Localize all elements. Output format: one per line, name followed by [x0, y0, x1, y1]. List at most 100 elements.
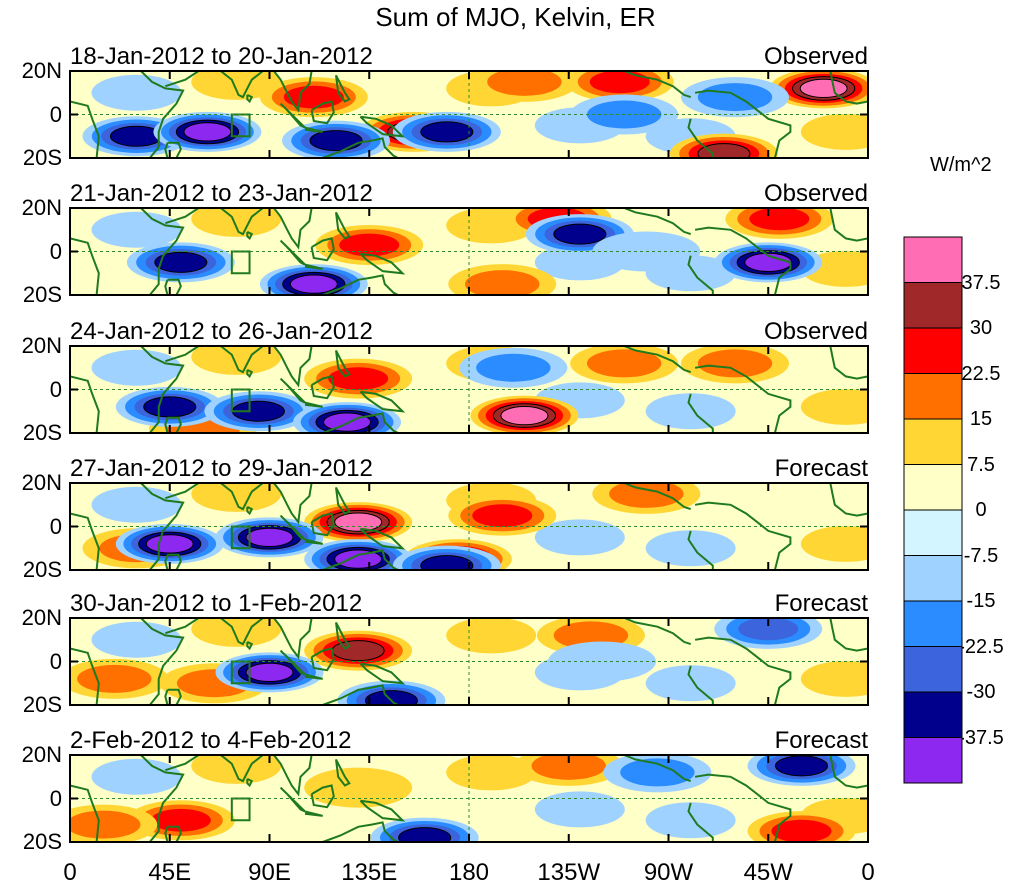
coastline [246, 506, 254, 516]
lon-tick-label: 0 [63, 859, 77, 886]
coastline [304, 673, 323, 680]
chart-title: Sum of MJO, Kelvin, ER [375, 2, 656, 32]
contour-blob [645, 802, 736, 839]
coastline [687, 665, 714, 705]
coastline [304, 263, 323, 270]
lat-tick-label: 0 [49, 785, 62, 811]
coastline [322, 549, 399, 570]
contour-level [420, 121, 474, 143]
contour-level [154, 251, 208, 273]
lon-tick-label: 135W [537, 859, 601, 886]
panel-date-range: 18-Jan-2012 to 20-Jan-2012 [70, 43, 373, 70]
lat-tick-label: 0 [49, 238, 62, 264]
coastlines [70, 346, 868, 433]
coastline [70, 375, 100, 433]
contour-blob [800, 388, 868, 425]
map-panel-6 [69, 754, 869, 843]
contour-blob [91, 758, 182, 795]
contour-level [309, 130, 363, 152]
lat-tick-label: 20S [22, 282, 62, 307]
coastline [70, 647, 100, 705]
lat-tick-label: 20S [22, 145, 62, 170]
panel-status: Forecast [774, 455, 868, 482]
coastline [359, 527, 406, 550]
contour-level [150, 808, 211, 832]
coastline [623, 483, 692, 511]
coastline [687, 530, 714, 570]
lat-tick-label: 20S [22, 557, 62, 582]
coastline [164, 483, 200, 500]
contour-level [283, 85, 344, 109]
lat-tick-label: 20N [21, 333, 62, 358]
coastline [310, 100, 335, 125]
coastline [829, 483, 868, 517]
contour-level [145, 534, 194, 554]
contour-level [697, 83, 773, 112]
map-panel-5 [69, 617, 869, 706]
colorbar-swatch [903, 464, 963, 511]
lat-tick-label: 20N [21, 195, 62, 220]
coastline [623, 346, 692, 374]
coastline [335, 349, 351, 378]
coastline [70, 784, 100, 842]
contour-level [245, 662, 294, 682]
coastline [164, 755, 200, 772]
colorbar-swatch [903, 418, 963, 465]
colorbar-swatch [903, 282, 963, 329]
coastline [246, 369, 254, 379]
coastline [359, 115, 406, 138]
coastline [246, 641, 254, 651]
map-panel-4 [69, 482, 869, 571]
coastline [164, 278, 182, 295]
contour-level [339, 233, 400, 257]
coastline [70, 208, 185, 295]
colorbar-label: 7.5 [967, 453, 995, 476]
colorbar-label: 22.5 [961, 362, 1001, 385]
coastline [310, 375, 335, 400]
colorbar-label: -30 [966, 681, 996, 703]
coastline [279, 514, 306, 541]
coastline [164, 208, 200, 225]
coastline [829, 71, 868, 105]
coastline [246, 231, 254, 241]
contour-level [775, 755, 828, 777]
lon-tick-label: 90W [643, 859, 694, 886]
coastline [164, 688, 182, 705]
contour-level [487, 71, 562, 96]
coastline [829, 346, 868, 380]
contour-level [70, 810, 141, 839]
coastline [279, 239, 306, 266]
coastline [687, 118, 714, 158]
panel-status: Observed [763, 318, 868, 345]
coastline [304, 126, 323, 133]
contour-blob [534, 791, 625, 828]
map-panel-1 [69, 70, 869, 159]
contour-blob [645, 665, 736, 702]
lat-tick-label: 20N [21, 470, 62, 495]
colorbar-label: -7.5 [963, 544, 999, 567]
lat-tick-label: 20S [22, 829, 62, 854]
coastline [279, 377, 306, 404]
contour-level [586, 349, 662, 378]
coastline [273, 346, 313, 388]
contour-blob [191, 755, 282, 784]
coastline [70, 237, 100, 295]
panel-status: Observed [763, 43, 868, 70]
coastline [220, 346, 264, 374]
colorbar-label: 0 [975, 499, 987, 521]
coastline [70, 346, 185, 433]
lon-tick-label: 0 [861, 859, 875, 886]
lon-tick-label: 180 [448, 859, 490, 886]
coastline [246, 94, 254, 104]
colorbar-label: -22.5 [958, 635, 1004, 658]
coastline [310, 647, 335, 672]
colorbar-label: -15 [966, 590, 996, 612]
contour-blob [91, 621, 182, 658]
coastline [623, 755, 692, 783]
colorbar-swatch [903, 646, 963, 693]
colorbar-label: -37.5 [958, 726, 1004, 749]
contour-level [697, 349, 773, 378]
colorbar-units: W/m^2 [930, 154, 992, 176]
contour-level [328, 367, 389, 391]
coastline [335, 74, 351, 103]
